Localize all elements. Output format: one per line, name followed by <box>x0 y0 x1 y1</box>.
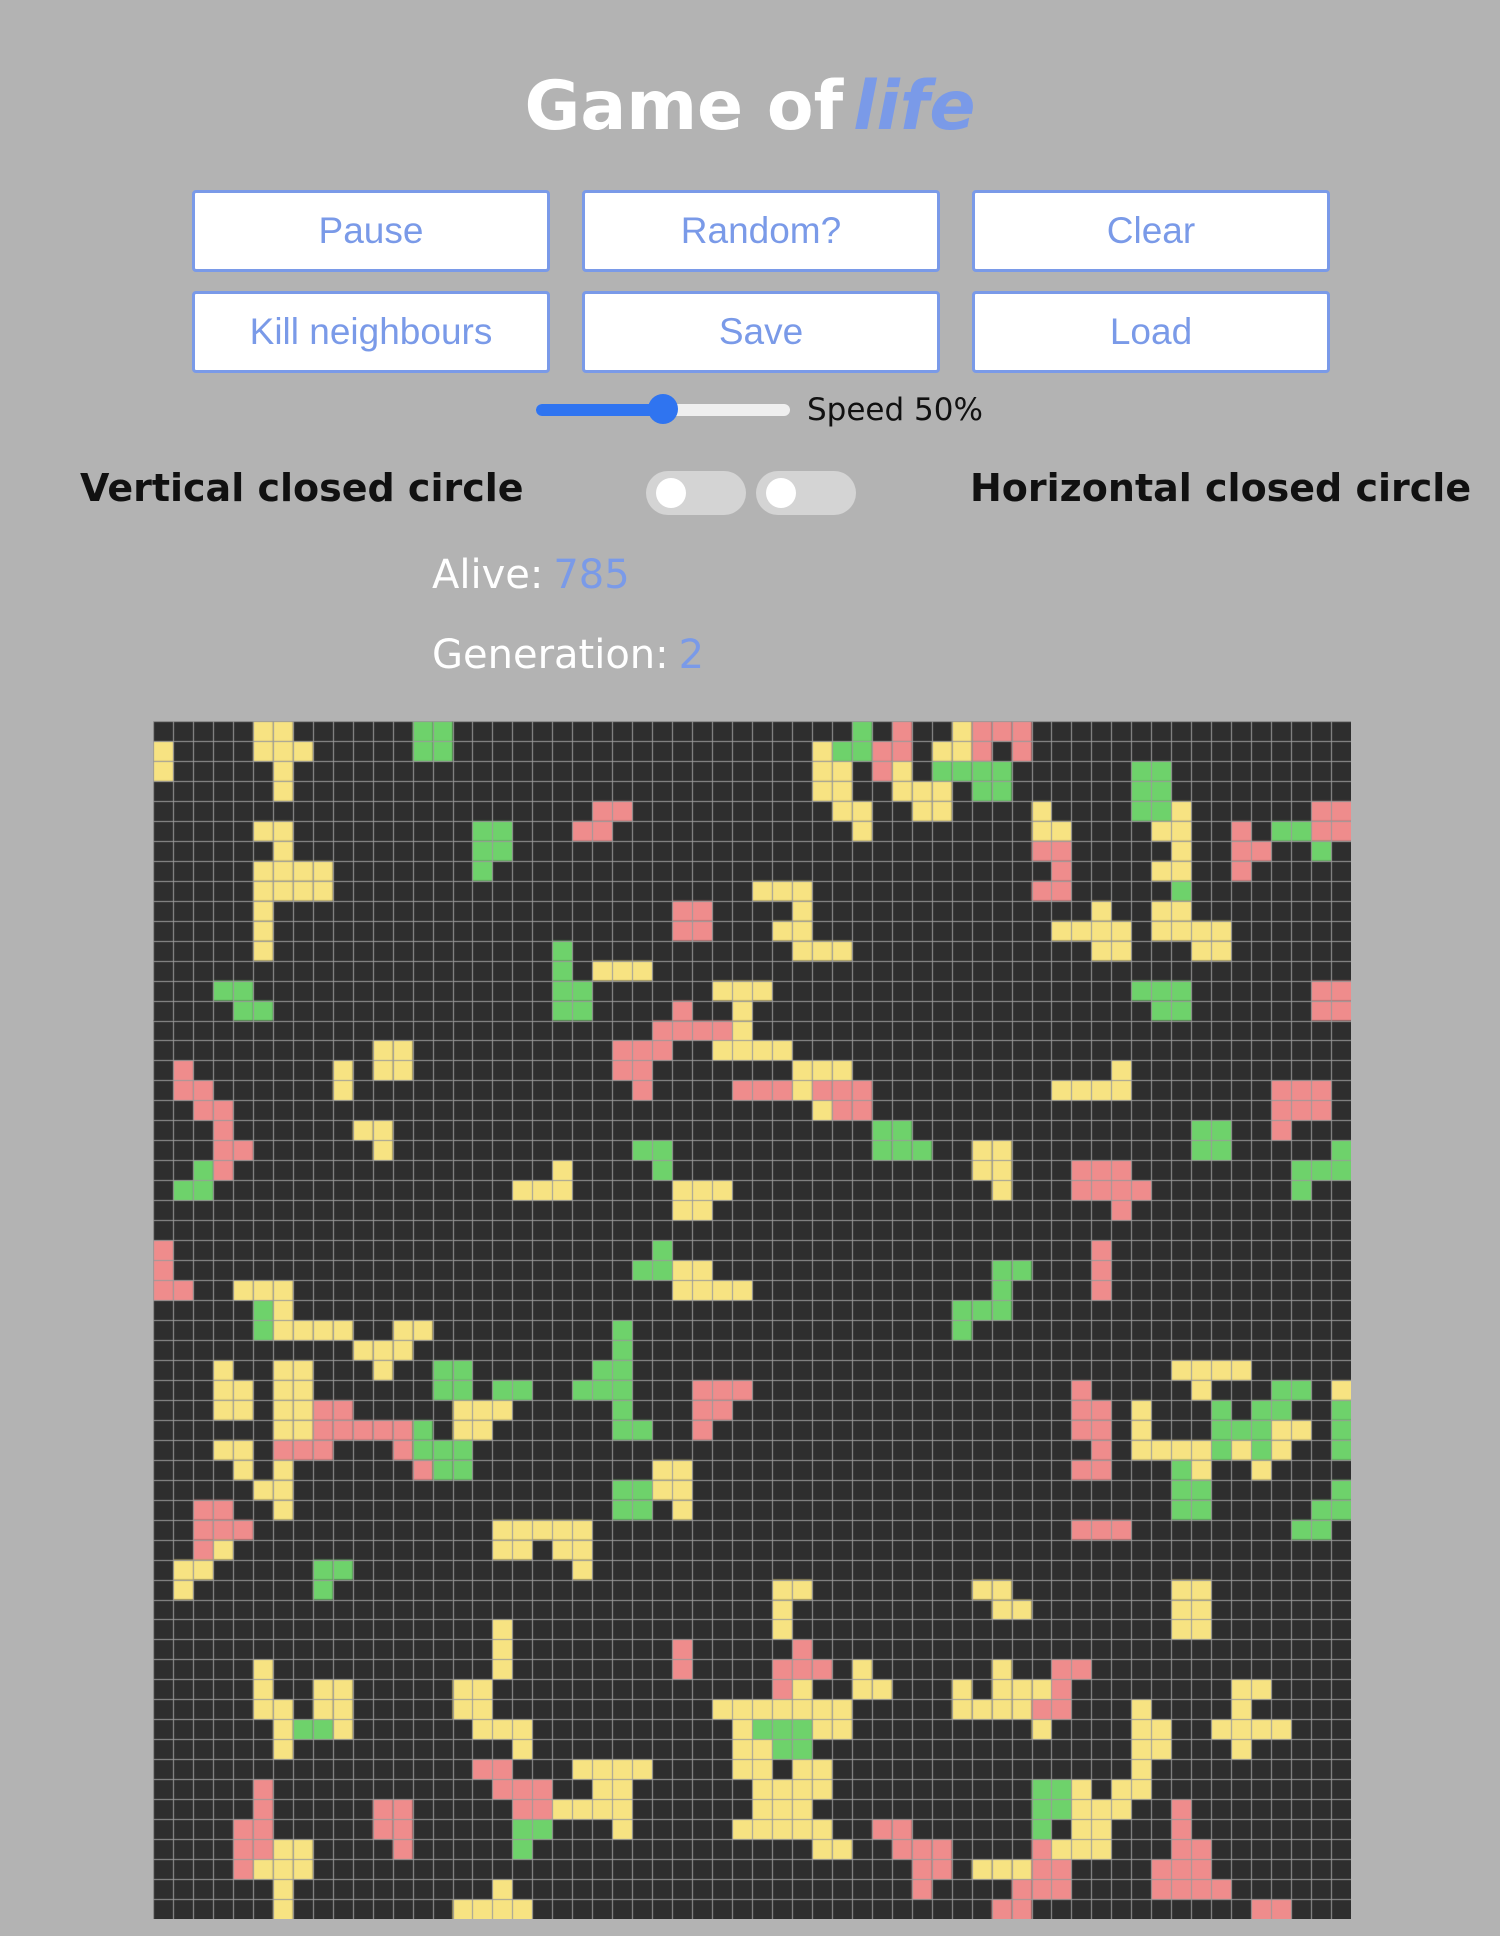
speed-label: Speed 50% <box>807 392 983 428</box>
speed-slider-fill <box>536 404 663 416</box>
alive-counter: Alive: 785 <box>432 552 630 598</box>
generation-counter: Generation: 2 <box>432 632 704 678</box>
page-title: Game of life <box>0 62 1500 152</box>
title-main: Game of <box>524 67 844 146</box>
random-button[interactable]: Random? <box>582 190 940 272</box>
alive-label: Alive: <box>432 552 544 598</box>
horizontal-toggle-knob <box>766 478 796 508</box>
vertical-circle-toggle[interactable] <box>646 471 746 515</box>
clear-button[interactable]: Clear <box>972 190 1330 272</box>
pause-button[interactable]: Pause <box>192 190 550 272</box>
speed-slider-thumb[interactable] <box>648 394 678 424</box>
alive-value: 785 <box>553 552 630 598</box>
title-accent: life <box>853 67 976 146</box>
save-button[interactable]: Save <box>582 291 940 373</box>
life-board[interactable] <box>153 721 1351 1919</box>
vertical-toggle-knob <box>656 478 686 508</box>
horizontal-circle-label: Horizontal closed circle <box>970 466 1472 510</box>
horizontal-circle-toggle[interactable] <box>756 471 856 515</box>
load-button[interactable]: Load <box>972 291 1330 373</box>
vertical-circle-label: Vertical closed circle <box>80 466 524 510</box>
speed-slider[interactable] <box>536 394 790 424</box>
generation-value: 2 <box>678 632 705 678</box>
generation-label: Generation: <box>432 632 669 678</box>
kill-neighbours-button[interactable]: Kill neighbours <box>192 291 550 373</box>
